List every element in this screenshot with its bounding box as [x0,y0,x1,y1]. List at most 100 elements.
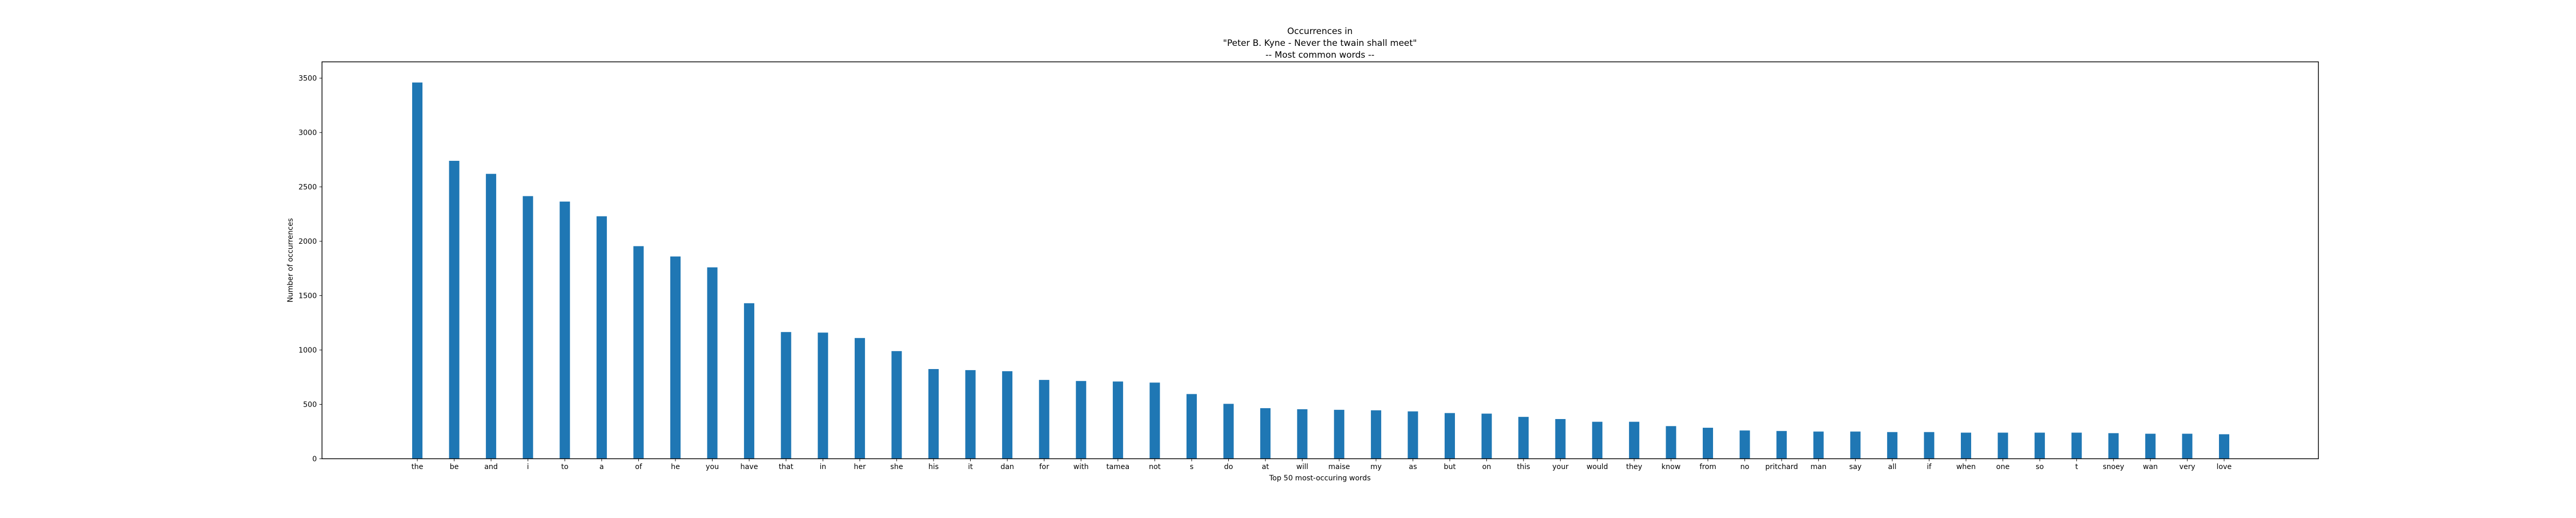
x-tick-label: they [1626,463,1642,471]
bar-a [596,216,607,459]
bar-my [1370,410,1381,459]
bar-do [1223,404,1234,459]
x-tick-label: at [1262,463,1269,471]
x-tick-label: as [1409,463,1417,471]
x-axis-label: Top 50 most-occuring words [1268,474,1370,482]
bar-one [1997,432,2008,459]
y-tick-label: 0 [312,455,317,463]
x-tick-label: wan [2143,463,2158,471]
bar-on [1481,413,1492,459]
bar-wan [2145,433,2156,459]
bar-your [1555,419,1566,459]
bar-it [965,370,976,459]
x-tick-label: love [2216,463,2231,471]
x-tick-label: but [1444,463,1456,471]
bar-t [2071,432,2082,459]
x-tick-label: she [890,463,903,471]
bar-in [818,332,828,459]
bar-snoey [2108,433,2119,459]
x-tick-label: when [1956,463,1976,471]
bar-she [891,351,902,459]
x-tick-label: not [1149,463,1161,471]
x-tick-label: a [600,463,604,471]
bar-her [854,338,865,459]
x-tick-label: i [527,463,529,471]
bar-dan [1002,371,1013,459]
x-tick-label: it [968,463,973,471]
x-tick-label: will [1296,463,1308,471]
bar-know [1666,426,1676,459]
x-tick-label: the [412,463,423,471]
bar-would [1592,422,1603,459]
bar-very [2182,433,2193,459]
x-tick-label: tamea [1106,463,1129,471]
x-tick-label: all [1888,463,1896,471]
bar-to [560,202,570,459]
bar-will [1297,409,1308,459]
x-tick-label: this [1517,463,1530,471]
y-tick-label: 3000 [298,129,317,137]
x-tick-label: if [1927,463,1932,471]
bar-this [1518,416,1529,459]
bar-and [486,174,497,459]
bar-man [1813,431,1824,459]
x-tick-label: on [1482,463,1491,471]
bar-with [1076,381,1087,459]
bar-that [781,332,791,459]
bar-for [1039,380,1049,459]
bar-he [670,256,681,459]
bar-you [707,267,718,459]
x-tick-label: maise [1328,463,1350,471]
x-tick-label: in [820,463,826,471]
bars-layer [412,82,2229,459]
bar-pritchard [1776,431,1787,459]
x-tick-label: s [1190,463,1193,471]
x-tick-label: so [2036,463,2044,471]
x-tick-label: with [1073,463,1089,471]
x-tick-label: would [1586,463,1608,471]
bar-at [1260,408,1271,459]
y-tick-label: 500 [303,401,317,409]
y-axis-label: Number of occurrences [286,218,295,303]
bar-the [412,82,422,459]
x-tick-label: your [1552,463,1569,471]
x-tick-label: you [706,463,719,471]
chart-title-line-1: Occurrences in [1287,26,1353,37]
x-tick-label: one [1996,463,2010,471]
bar-say [1850,431,1861,459]
bar-of [633,246,644,459]
bar-so [2035,432,2045,459]
x-tick-label: t [2075,463,2078,471]
bar-his [928,369,939,459]
x-tick-label: for [1039,463,1049,471]
bar-s [1187,394,1197,459]
x-tick-label: of [635,463,643,471]
y-tick-label: 3500 [298,75,317,83]
bar-tamea [1112,381,1123,459]
bar-they [1629,422,1639,459]
x-axis-ticks: the be and i to a of he you have that in her she his it… [412,459,2232,471]
bar-when [1961,432,1971,459]
bar-not [1149,382,1160,459]
bar-love [2219,434,2229,459]
x-tick-label: dan [1001,463,1014,471]
bar-i [522,196,533,459]
bar-no [1739,430,1750,459]
bar-maise [1334,410,1345,459]
x-tick-label: do [1224,463,1233,471]
y-axis-ticks: 0 500 1000 1500 2000 2500 3000 3500 [298,75,322,463]
y-tick-label: 1500 [298,292,317,300]
bar-but [1445,413,1455,459]
x-tick-label: her [854,463,866,471]
bar-have [744,303,755,459]
x-tick-label: that [778,463,793,471]
bar-from [1703,427,1713,459]
bar-all [1887,432,1897,459]
x-tick-label: from [1700,463,1717,471]
x-tick-label: know [1662,463,1681,471]
bar-as [1408,411,1418,459]
y-tick-label: 2500 [298,183,317,192]
x-tick-label: very [2179,463,2195,471]
